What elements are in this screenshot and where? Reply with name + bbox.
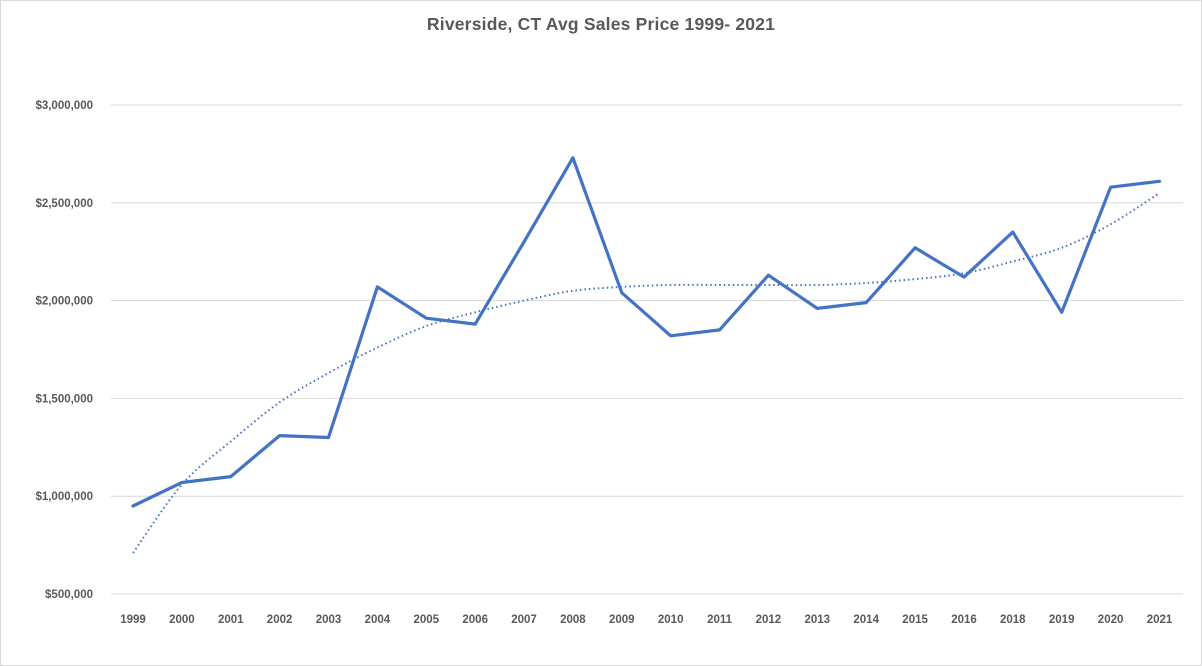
chart-title: Riverside, CT Avg Sales Price 1999- 2021	[426, 14, 776, 34]
trendline-dotted	[132, 192, 1161, 554]
x-axis-tick-label: 2012	[756, 614, 782, 626]
x-axis-tick-label: 2014	[853, 614, 879, 626]
y-axis-tick-label: $2,000,000	[35, 296, 93, 308]
x-axis-tick-label: 1999	[120, 614, 146, 626]
x-axis-tick-label: 2006	[462, 614, 488, 626]
x-axis-tick-label: 2011	[707, 614, 733, 626]
x-axis-tick-label: 2003	[316, 614, 342, 626]
avg-sales-price-line	[131, 156, 1162, 508]
x-axis-tick-label: 2007	[511, 614, 537, 626]
x-axis-tick-label: 2008	[560, 614, 586, 626]
x-axis-tick-label: 2009	[609, 614, 635, 626]
y-axis-tick-label: $1,000,000	[35, 491, 93, 503]
x-axis-tick-label: 2010	[658, 614, 684, 626]
x-axis-tick-label: 2001	[218, 614, 244, 626]
x-axis-tick-label: 2002	[267, 614, 293, 626]
y-axis-tick-label: $3,000,000	[35, 100, 93, 112]
x-axis-tick-label: 2021	[1147, 614, 1173, 626]
gridlines-group	[111, 104, 1183, 595]
y-axis-tick-label: $500,000	[45, 589, 93, 601]
x-axis-tick-label: 2013	[805, 614, 831, 626]
x-axis-tick-label: 2018	[1000, 614, 1026, 626]
y-axis-tick-label: $2,500,000	[35, 198, 93, 210]
x-axis-tick-label: 2020	[1098, 614, 1124, 626]
x-axis-tick-label: 2005	[414, 614, 440, 626]
x-axis-tick-label: 2004	[365, 614, 391, 626]
x-axis-tick-label: 2015	[902, 614, 928, 626]
y-axis-labels: $500,000 $1,000,000 $1,500,000 $2,000,000 $2…	[35, 100, 93, 601]
x-axis-labels: 1999 2000 2001 2002 2003 2004 2005 2006 2007 2008…	[120, 614, 1173, 626]
x-axis-tick-label: 2000	[169, 614, 195, 626]
x-axis-tick-label: 2016	[951, 614, 977, 626]
y-axis-tick-label: $1,500,000	[35, 393, 93, 405]
x-axis-tick-label: 2019	[1049, 614, 1075, 626]
